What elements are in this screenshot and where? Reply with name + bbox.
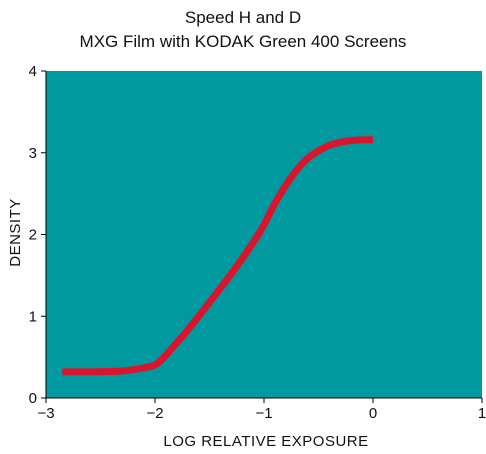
y-tick-label: 3 [29, 145, 37, 162]
axes [41, 70, 483, 403]
y-tick-label: 4 [29, 63, 37, 80]
x-tick-label: 0 [369, 405, 377, 422]
x-tick-label: −3 [37, 405, 54, 422]
x-tick-label: 1 [478, 405, 486, 422]
y-axis-label: DENSITY [7, 198, 24, 267]
tick-labels: −3 −2 −1 0 1 0 1 2 3 4 [29, 63, 486, 422]
x-axis-label: LOG RELATIVE EXPOSURE [163, 433, 368, 450]
x-tick-label: −1 [255, 405, 272, 422]
x-tick-label: −2 [146, 405, 163, 422]
chart-title-block: Speed H and D MXG Film with KODAK Green … [0, 6, 486, 54]
y-tick-label: 0 [29, 390, 37, 407]
series-line [62, 136, 374, 376]
plot-area [46, 71, 482, 398]
series-layer [62, 136, 374, 376]
y-tick-label: 2 [29, 227, 37, 244]
chart-title: Speed H and D [184, 8, 302, 27]
chart-subtitle: MXG Film with KODAK Green 400 Screens [79, 32, 407, 51]
y-tick-label: 1 [29, 308, 37, 325]
